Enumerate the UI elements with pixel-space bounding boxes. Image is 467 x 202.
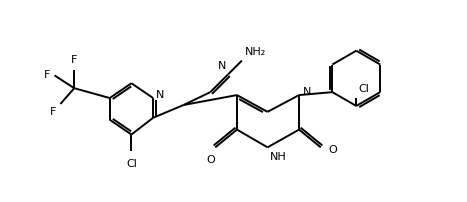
Text: Cl: Cl (126, 159, 137, 169)
Text: N: N (303, 87, 311, 97)
Text: O: O (329, 145, 338, 155)
Text: NH: NH (269, 152, 286, 162)
Text: N: N (156, 90, 164, 100)
Text: F: F (44, 70, 50, 80)
Text: F: F (71, 56, 78, 65)
Text: O: O (206, 155, 215, 165)
Text: N: N (218, 61, 226, 72)
Text: NH₂: NH₂ (245, 47, 266, 57)
Text: F: F (50, 107, 57, 117)
Text: Cl: Cl (358, 84, 369, 94)
